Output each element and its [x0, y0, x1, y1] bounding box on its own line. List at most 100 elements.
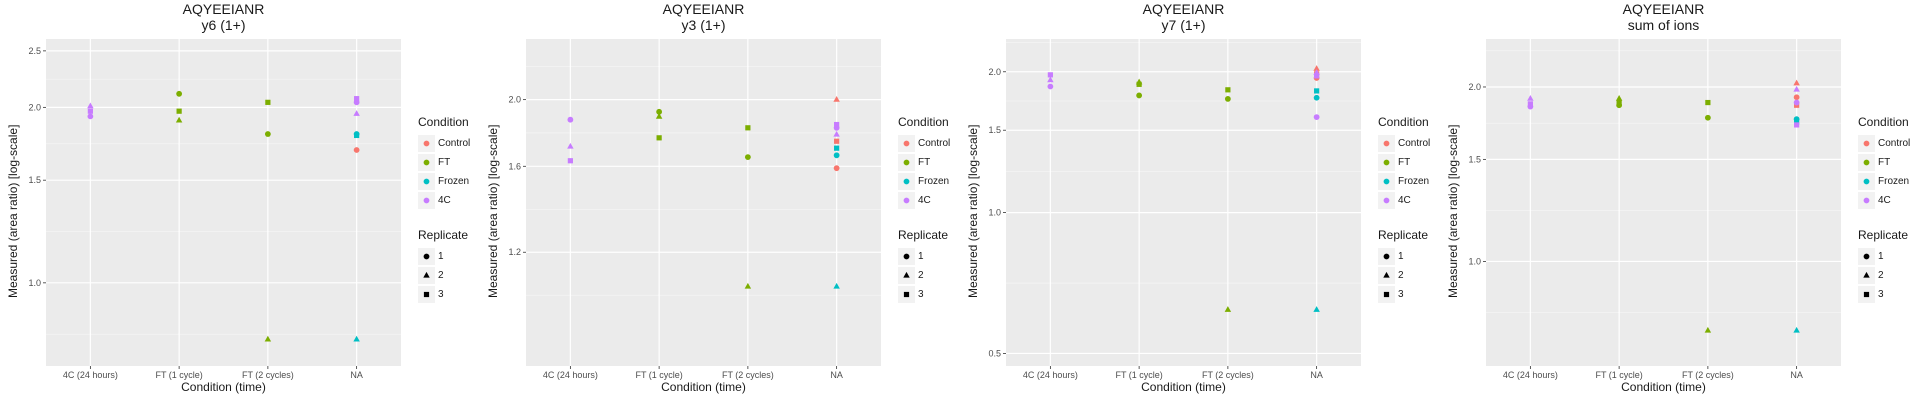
data-point: [1615, 94, 1623, 101]
legend-key: [1378, 267, 1395, 284]
legend-title-replicate: Replicate: [1378, 228, 1429, 242]
legend-label: Frozen: [1398, 176, 1430, 187]
legend-key: [1858, 267, 1875, 284]
legend-key: [1378, 173, 1395, 190]
legend-marker: [423, 253, 430, 260]
legend-key: [418, 267, 435, 284]
legend-label: 3: [1398, 289, 1404, 300]
legend-key: [418, 173, 435, 190]
legend-title-replicate: Replicate: [418, 228, 469, 242]
legend-spacer: [1858, 210, 1910, 228]
legend-label: 3: [918, 289, 924, 300]
x-tick-label: FT (2 cycles): [1682, 370, 1734, 380]
legend-label: 1: [918, 251, 924, 262]
legend-label: 1: [1878, 251, 1884, 262]
x-tick-label: FT (1 cycle): [635, 370, 682, 380]
x-tick-label: 4C (24 hours): [1503, 370, 1558, 380]
legend-item-replicate-1: 1: [418, 247, 470, 266]
legend-marker: [423, 159, 430, 166]
legend-marker: [1863, 253, 1870, 260]
chart-title: AQYEEIANR: [662, 1, 745, 17]
legend-label: 3: [1878, 289, 1884, 300]
data-point: [1616, 99, 1622, 106]
legend-label: 3: [438, 289, 444, 300]
chart-subtitle: sum of ions: [1627, 17, 1700, 33]
legend-key: [898, 267, 915, 284]
data-point: [1793, 79, 1800, 86]
data-point: [354, 96, 360, 102]
x-tick-label: 4C (24 hours): [1023, 370, 1078, 380]
y-tick-label: 2.0: [988, 67, 1001, 77]
legend: Condition Control FT Frozen 4C Replicate 1 2 3: [1858, 115, 1910, 304]
data-point: [1527, 94, 1534, 101]
data-point: [1705, 99, 1711, 106]
chart-panel-2: AQYEEIANR y3 (1+) Measured (area ratio) [l…: [486, 0, 966, 400]
data-point: [1136, 92, 1143, 99]
legend-marker: [903, 159, 910, 166]
legend-key: [1858, 286, 1875, 303]
legend-item-ft: FT: [1378, 153, 1430, 172]
data-point: [265, 99, 271, 105]
data-point: [87, 102, 94, 109]
legend-item-frozen: Frozen: [1378, 172, 1430, 191]
legend-spacer: [1378, 210, 1430, 228]
legend-item-replicate-2: 2: [1858, 266, 1910, 285]
data-point: [834, 121, 840, 128]
legend: Condition Control FT Frozen 4C Replicate 1 2 3: [898, 115, 950, 304]
x-axis-label: Condition (time): [181, 380, 266, 394]
data-point: [656, 108, 663, 115]
legend-key: [898, 154, 915, 171]
data-point: [744, 154, 751, 161]
legend-marker: [1383, 159, 1390, 166]
data-point: [87, 113, 94, 120]
data-point: [87, 108, 93, 114]
plot-background: [1006, 39, 1361, 366]
data-point: [1314, 73, 1320, 79]
data-point: [1793, 326, 1800, 333]
legend-title-condition: Condition: [1378, 115, 1429, 129]
legend-item-frozen: Frozen: [418, 172, 470, 191]
chart-title: AQYEEIANR: [182, 1, 265, 17]
legend-marker: [423, 140, 430, 147]
data-point: [567, 158, 573, 164]
legend-marker: [423, 271, 430, 278]
legend-item-replicate-3: 3: [1858, 285, 1910, 304]
legend-title-replicate: Replicate: [1858, 228, 1909, 242]
legend-key: [418, 135, 435, 152]
legend-label: FT: [1398, 157, 1411, 168]
data-point: [1225, 87, 1231, 93]
legend-key: [1858, 248, 1875, 265]
data-point: [1793, 94, 1800, 101]
data-point: [1793, 99, 1800, 106]
data-point: [656, 135, 662, 141]
x-tick-label: 4C (24 hours): [63, 370, 118, 380]
legend-item-frozen: Frozen: [1858, 172, 1910, 191]
legend-title-condition: Condition: [418, 115, 469, 129]
data-point: [264, 335, 272, 342]
legend-label: 1: [1398, 251, 1404, 262]
legend-marker: [903, 140, 910, 147]
legend-marker: [903, 291, 910, 298]
legend-label: FT: [918, 157, 931, 168]
legend-key: [1378, 286, 1395, 303]
legend-marker: [903, 271, 910, 278]
legend-label: 2: [1878, 270, 1884, 281]
data-point: [1047, 72, 1053, 78]
legend-label: Control: [1398, 138, 1431, 149]
y-tick-label: 0.5: [988, 348, 1001, 358]
legend-title-replicate: Replicate: [898, 228, 949, 242]
legend-label: 2: [918, 270, 924, 281]
data-point: [567, 116, 574, 123]
plot-area: 1.2 1.6 2.0 4C (24 hours) FT (1 cycle) FT (2 …: [508, 39, 881, 380]
legend-label: Frozen: [1878, 176, 1910, 187]
legend-item-replicate-2: 2: [898, 266, 950, 285]
data-point: [264, 131, 271, 137]
data-point: [1527, 101, 1533, 107]
data-point: [833, 165, 840, 172]
y-tick-label: 1.0: [28, 278, 41, 288]
legend-key: [1378, 135, 1395, 152]
legend-item-replicate-1: 1: [1858, 247, 1910, 266]
data-point: [834, 145, 840, 151]
legend-marker: [1383, 271, 1390, 278]
